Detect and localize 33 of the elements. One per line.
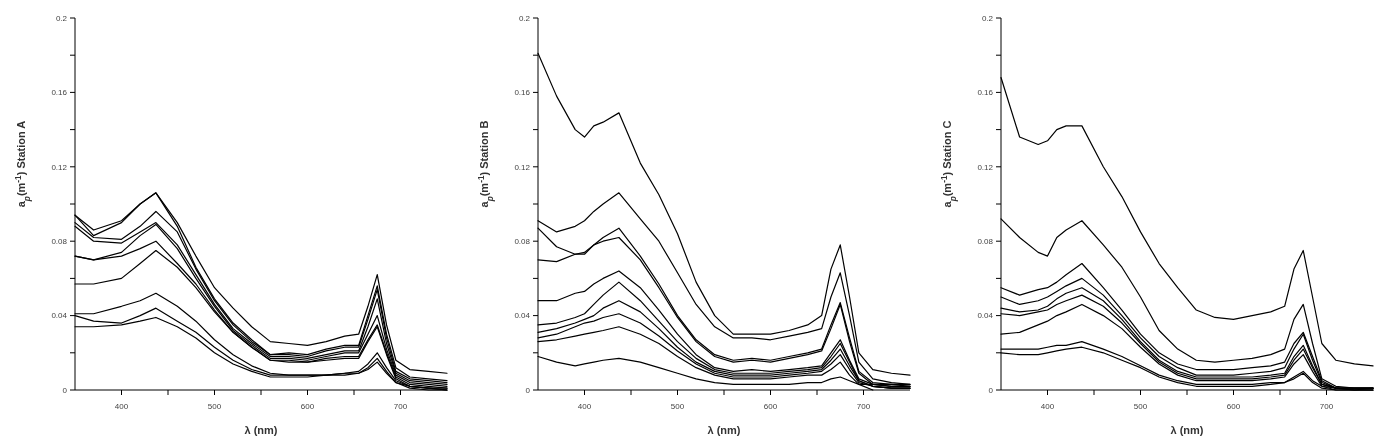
x-tick-label: 400	[1040, 402, 1055, 411]
x-tick-label: 500	[670, 402, 685, 411]
y-tick-label: 0.04	[51, 311, 68, 321]
x-tick-label: 700	[393, 402, 408, 411]
x-tick-label: 600	[300, 402, 315, 411]
x-tick-label: 600	[1226, 402, 1241, 411]
x-tick-label: 400	[114, 402, 129, 411]
x-axis-title: λ (nm)	[1170, 424, 1204, 436]
y-tick-label: 0.08	[514, 237, 531, 246]
x-tick-label: 700	[1319, 402, 1334, 411]
x-tick-label: 400	[577, 402, 592, 411]
y-tick-label: 0	[62, 385, 68, 395]
y-tick-label: 0.08	[977, 237, 994, 246]
y-tick-label: 0.16	[51, 88, 68, 98]
y-tick-label: 0.12	[514, 162, 531, 172]
x-axis-title: λ (nm)	[707, 424, 741, 436]
y-tick-label: 0.16	[977, 88, 994, 98]
x-tick-label: 700	[856, 402, 871, 411]
y-tick-label: 0.2	[518, 13, 531, 23]
y-tick-label: 0.12	[977, 162, 994, 172]
y-tick-label: 0.12	[51, 162, 68, 172]
y-tick-label: 0	[525, 385, 531, 395]
y-tick-label: 0.08	[51, 237, 68, 246]
y-tick-label: 0.04	[977, 311, 994, 321]
y-tick-label: 0.2	[981, 13, 994, 23]
y-tick-label: 0	[988, 385, 994, 395]
x-tick-label: 600	[763, 402, 778, 411]
y-tick-label: 0.16	[514, 88, 531, 98]
y-tick-label: 0.04	[514, 311, 531, 321]
x-tick-label: 500	[1133, 402, 1148, 411]
x-tick-label: 500	[207, 402, 222, 411]
x-axis-title: λ (nm)	[244, 424, 278, 436]
y-tick-label: 0.2	[55, 13, 68, 23]
